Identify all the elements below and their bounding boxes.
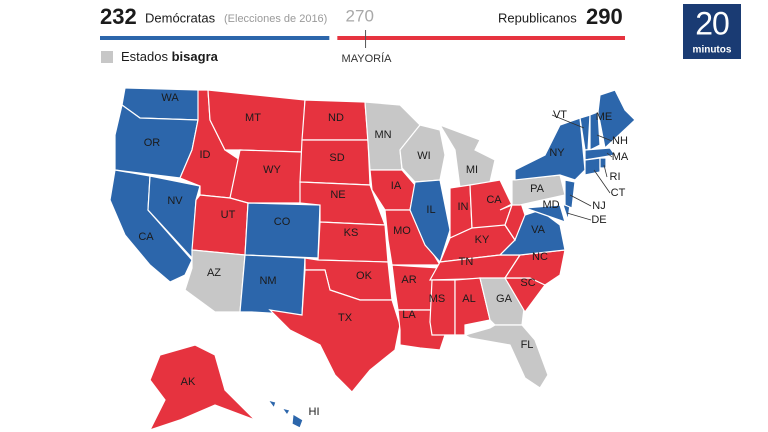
rep-label: Republicanos [498, 10, 577, 25]
state-label: ME [596, 111, 613, 123]
state-label: WY [263, 164, 281, 176]
state-shape [438, 123, 496, 189]
state-label: CO [274, 216, 291, 228]
state-shape [244, 202, 321, 259]
legend-text: Estados [121, 49, 168, 64]
state-shape [291, 412, 304, 429]
legend-label: Estados bisagra [121, 49, 219, 64]
state-shape [584, 147, 617, 161]
state-label: NV [167, 195, 183, 207]
state-label: SD [329, 152, 344, 164]
state-label: MT [245, 112, 261, 124]
rep-bar [337, 36, 625, 40]
state-label: MN [374, 129, 391, 141]
callout-line [551, 114, 585, 129]
state-label: CA [486, 194, 502, 206]
state-shape [191, 194, 249, 256]
legend: Estados bisagra [101, 49, 219, 64]
majority-label: MAYORÍA [342, 52, 393, 65]
state-label: NJ [592, 200, 605, 212]
state-label: NY [549, 147, 565, 159]
state-label: AK [181, 376, 196, 388]
state-label: RI [610, 171, 621, 183]
state-label: ID [200, 149, 211, 161]
state-shape [599, 157, 607, 169]
state-label: OK [356, 270, 373, 282]
callout-line [596, 134, 613, 142]
state-shape [184, 249, 246, 313]
state-label: KY [475, 234, 490, 246]
logo-box [683, 4, 741, 59]
state-shape [429, 279, 456, 336]
rep-votes: 290 [586, 4, 623, 29]
legend-text-bold: bisagra [172, 49, 219, 64]
majority-votes: 270 [346, 6, 374, 25]
state-label: NE [330, 189, 345, 201]
logo: 20 minutos [683, 4, 741, 59]
state-label: FL [521, 339, 534, 351]
callout-line [569, 194, 592, 207]
state-label: PA [530, 183, 545, 195]
state-label: VA [531, 224, 546, 236]
state-label: AL [462, 293, 475, 305]
state-shape [584, 157, 601, 176]
election-note: (Elecciones de 2016) [224, 13, 327, 25]
state-label: AR [401, 274, 416, 286]
state-label: WI [417, 150, 430, 162]
state-label: WA [161, 92, 179, 104]
state-shape [524, 204, 566, 223]
state-label: ND [328, 112, 344, 124]
callout-line [566, 212, 592, 221]
state-label: KS [344, 227, 359, 239]
dem-votes: 232 [100, 4, 137, 29]
state-label: VT [553, 109, 567, 121]
state-label: IN [458, 201, 469, 213]
callout-line [606, 152, 613, 158]
map [109, 87, 636, 432]
state-label: AZ [207, 267, 221, 279]
state-label: GA [496, 293, 513, 305]
state-label: IA [391, 180, 402, 192]
state-labels: WA OR CA NV ID MT WY UT CO AZ NM ND SD NE KS OK TX MN IA MO… [138, 92, 629, 418]
state-label: HI [309, 406, 320, 418]
state-shape [280, 407, 291, 417]
state-label: CA [138, 231, 154, 243]
state-label: MA [612, 151, 629, 163]
dem-label: Demócratas [145, 10, 216, 25]
header: 232 Demócratas (Elecciones de 2016) 270 … [100, 4, 625, 65]
state-label: CT [611, 187, 626, 199]
state-shape [229, 149, 303, 204]
state-label: SC [520, 277, 535, 289]
state-shape [268, 269, 401, 393]
state-label: NM [259, 275, 276, 287]
state-shape [399, 124, 446, 183]
state-shape [463, 324, 549, 389]
state-label: IL [426, 204, 435, 216]
state-label: MS [429, 293, 446, 305]
dem-bar [100, 36, 330, 40]
state-label: MO [393, 225, 411, 237]
state-label: TX [338, 312, 353, 324]
state-shape [564, 179, 576, 209]
state-label: NC [532, 251, 548, 263]
state-label: OR [144, 137, 161, 149]
legend-swatch [101, 51, 113, 63]
state-label: NH [612, 135, 628, 147]
state-label: MI [466, 164, 478, 176]
logo-word: minutos [693, 45, 732, 56]
state-shape [266, 399, 277, 410]
state-label: TN [459, 256, 474, 268]
state-label: LA [402, 309, 416, 321]
state-label: UT [221, 209, 236, 221]
callout-line [603, 164, 608, 178]
state-shape [148, 344, 256, 432]
state-shape [589, 111, 601, 151]
state-label: MD [542, 199, 559, 211]
state-label: DE [591, 214, 606, 226]
callout-line [593, 169, 611, 194]
logo-number: 20 [695, 5, 729, 41]
